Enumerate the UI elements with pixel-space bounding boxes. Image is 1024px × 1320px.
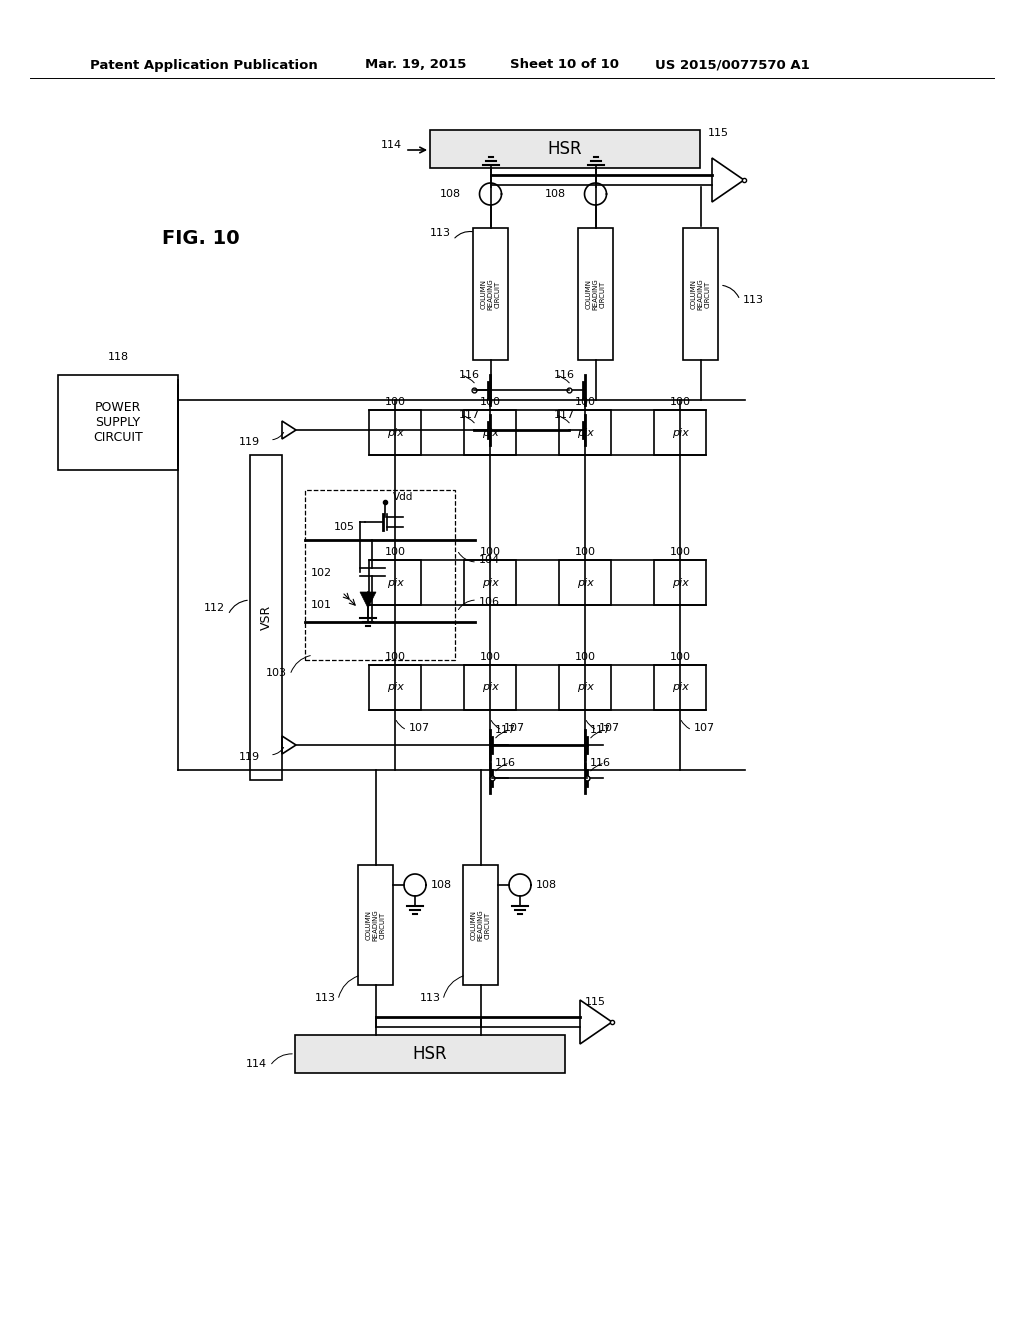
Text: 108: 108 bbox=[439, 189, 461, 199]
Text: 117: 117 bbox=[554, 411, 575, 420]
Text: 106: 106 bbox=[479, 597, 500, 607]
Text: COLUMN
READING
CIRCUIT: COLUMN READING CIRCUIT bbox=[480, 279, 501, 310]
Text: pix: pix bbox=[387, 682, 403, 693]
Text: pix: pix bbox=[481, 682, 499, 693]
Bar bbox=[464, 560, 516, 605]
Text: pix: pix bbox=[577, 682, 594, 693]
Text: 100: 100 bbox=[574, 397, 596, 407]
Text: pix: pix bbox=[577, 578, 594, 587]
Text: Mar. 19, 2015: Mar. 19, 2015 bbox=[365, 58, 466, 71]
Bar bbox=[295, 1035, 565, 1073]
Text: FIG. 10: FIG. 10 bbox=[162, 228, 240, 248]
Text: 101: 101 bbox=[311, 601, 332, 610]
Bar bbox=[369, 665, 421, 710]
Text: 113: 113 bbox=[743, 294, 764, 305]
Text: HSR: HSR bbox=[413, 1045, 447, 1063]
Text: 116: 116 bbox=[590, 758, 611, 768]
Bar bbox=[369, 560, 421, 605]
Text: 100: 100 bbox=[384, 652, 406, 663]
Text: 117: 117 bbox=[459, 411, 480, 420]
Text: 113: 113 bbox=[430, 228, 451, 238]
Text: pix: pix bbox=[481, 578, 499, 587]
Text: COLUMN
READING
CIRCUIT: COLUMN READING CIRCUIT bbox=[586, 279, 605, 310]
Text: Patent Application Publication: Patent Application Publication bbox=[90, 58, 317, 71]
Text: 108: 108 bbox=[545, 189, 565, 199]
Bar bbox=[559, 411, 611, 455]
Text: 100: 100 bbox=[479, 652, 501, 663]
Text: 113: 113 bbox=[420, 993, 441, 1003]
Text: pix: pix bbox=[672, 428, 688, 437]
Text: 107: 107 bbox=[694, 723, 715, 733]
Text: 100: 100 bbox=[384, 546, 406, 557]
Text: COLUMN
READING
CIRCUIT: COLUMN READING CIRCUIT bbox=[690, 279, 711, 310]
Text: 117: 117 bbox=[590, 725, 611, 735]
Bar bbox=[464, 665, 516, 710]
Bar bbox=[430, 129, 700, 168]
Bar bbox=[250, 455, 282, 780]
Text: pix: pix bbox=[481, 428, 499, 437]
Text: 113: 113 bbox=[315, 993, 336, 1003]
Bar bbox=[463, 865, 498, 985]
Text: 115: 115 bbox=[585, 997, 606, 1007]
Text: pix: pix bbox=[672, 578, 688, 587]
Text: 100: 100 bbox=[670, 397, 690, 407]
Bar bbox=[654, 665, 706, 710]
Text: pix: pix bbox=[577, 428, 594, 437]
Bar bbox=[464, 411, 516, 455]
Text: Sheet 10 of 10: Sheet 10 of 10 bbox=[510, 58, 618, 71]
Text: 100: 100 bbox=[574, 652, 596, 663]
Text: pix: pix bbox=[387, 578, 403, 587]
Text: Vdd: Vdd bbox=[393, 492, 414, 502]
Text: pix: pix bbox=[387, 428, 403, 437]
Text: 119: 119 bbox=[239, 752, 260, 762]
Text: VSR: VSR bbox=[259, 605, 272, 630]
Text: pix: pix bbox=[672, 682, 688, 693]
Text: 116: 116 bbox=[495, 758, 516, 768]
Text: 108: 108 bbox=[536, 880, 557, 890]
Text: 117: 117 bbox=[495, 725, 516, 735]
Text: HSR: HSR bbox=[548, 140, 583, 158]
Text: 115: 115 bbox=[708, 128, 729, 139]
Text: 105: 105 bbox=[334, 521, 355, 532]
Text: 108: 108 bbox=[431, 880, 453, 890]
Text: 107: 107 bbox=[504, 723, 525, 733]
Text: 100: 100 bbox=[670, 546, 690, 557]
Text: 100: 100 bbox=[574, 546, 596, 557]
Text: 114: 114 bbox=[246, 1059, 267, 1069]
Text: COLUMN
READING
CIRCUIT: COLUMN READING CIRCUIT bbox=[366, 909, 385, 941]
Text: 103: 103 bbox=[266, 668, 287, 678]
Bar bbox=[654, 411, 706, 455]
Text: 100: 100 bbox=[670, 652, 690, 663]
Bar bbox=[58, 375, 178, 470]
Text: COLUMN
READING
CIRCUIT: COLUMN READING CIRCUIT bbox=[470, 909, 490, 941]
Bar bbox=[305, 490, 455, 660]
Bar bbox=[683, 228, 718, 360]
Text: 107: 107 bbox=[599, 723, 621, 733]
Bar bbox=[654, 560, 706, 605]
Text: 116: 116 bbox=[554, 370, 575, 380]
Bar bbox=[578, 228, 613, 360]
Text: 119: 119 bbox=[239, 437, 260, 447]
Text: 112: 112 bbox=[204, 603, 225, 612]
Bar bbox=[473, 228, 508, 360]
Text: 100: 100 bbox=[384, 397, 406, 407]
Text: 100: 100 bbox=[479, 397, 501, 407]
Bar bbox=[559, 560, 611, 605]
Text: 102: 102 bbox=[311, 568, 332, 578]
Bar bbox=[358, 865, 393, 985]
Bar bbox=[369, 411, 421, 455]
Text: 118: 118 bbox=[108, 352, 129, 362]
Bar bbox=[559, 665, 611, 710]
Text: 104: 104 bbox=[479, 554, 500, 565]
Polygon shape bbox=[360, 591, 376, 609]
Text: 100: 100 bbox=[479, 546, 501, 557]
Text: 116: 116 bbox=[459, 370, 480, 380]
Text: 107: 107 bbox=[409, 723, 430, 733]
Text: 114: 114 bbox=[381, 140, 402, 150]
Text: US 2015/0077570 A1: US 2015/0077570 A1 bbox=[655, 58, 810, 71]
Text: POWER
SUPPLY
CIRCUIT: POWER SUPPLY CIRCUIT bbox=[93, 401, 143, 444]
